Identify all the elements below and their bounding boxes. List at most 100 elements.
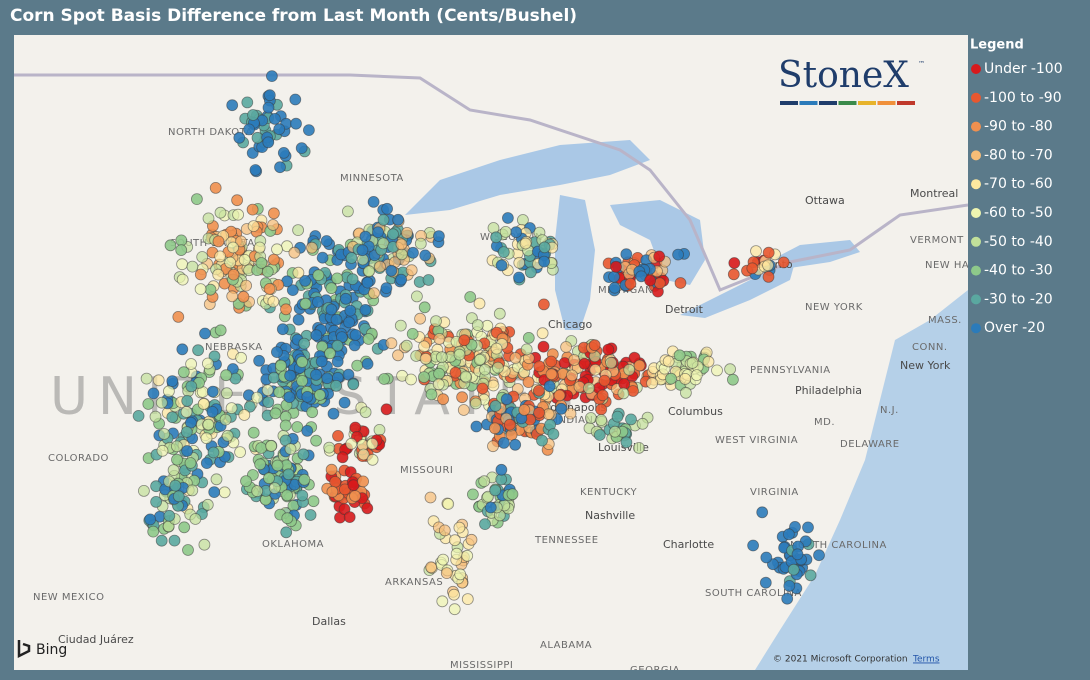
state-label: COLORADO bbox=[48, 453, 109, 464]
map-point bbox=[147, 387, 160, 400]
state-label: MD. bbox=[814, 417, 835, 428]
map-point bbox=[284, 443, 297, 455]
map-point bbox=[495, 259, 508, 272]
map-point bbox=[560, 341, 572, 353]
map-point bbox=[489, 400, 502, 412]
map-point bbox=[336, 451, 349, 464]
map-point bbox=[513, 271, 525, 284]
map-point bbox=[331, 355, 344, 368]
map-point bbox=[359, 303, 372, 316]
state-label: INDIANA bbox=[555, 415, 601, 426]
map-point bbox=[804, 569, 817, 582]
map-point bbox=[377, 213, 390, 226]
terms-link[interactable]: Terms bbox=[912, 655, 940, 665]
map-point bbox=[226, 290, 239, 303]
state-label: KENTUCKY bbox=[580, 487, 637, 498]
map-point bbox=[555, 402, 568, 415]
map-point bbox=[220, 387, 233, 400]
map-point bbox=[280, 303, 292, 316]
map-point bbox=[212, 235, 225, 248]
map-point bbox=[181, 445, 194, 457]
map-point bbox=[392, 213, 405, 226]
map-point bbox=[262, 136, 275, 149]
map-point bbox=[186, 484, 199, 497]
map-point bbox=[493, 307, 506, 320]
map-point bbox=[380, 403, 393, 416]
map-point bbox=[392, 349, 404, 362]
map-point bbox=[263, 472, 275, 485]
map-point bbox=[307, 495, 320, 508]
state-label: ARKANSAS bbox=[385, 577, 443, 588]
map-point bbox=[204, 283, 217, 296]
map-point bbox=[503, 418, 516, 431]
map-point bbox=[564, 407, 577, 420]
map-point bbox=[746, 262, 759, 275]
map-point bbox=[395, 273, 408, 286]
map-point bbox=[361, 357, 374, 370]
map-point bbox=[214, 250, 227, 263]
map-point bbox=[513, 256, 526, 269]
map-point bbox=[162, 385, 175, 398]
map-point bbox=[418, 301, 431, 314]
map-point bbox=[206, 385, 219, 398]
map-point bbox=[387, 228, 399, 241]
map-point bbox=[164, 239, 177, 252]
map-point bbox=[156, 444, 169, 457]
map-point bbox=[646, 377, 658, 390]
map-point bbox=[177, 366, 190, 379]
city-label: Dallas bbox=[312, 615, 346, 628]
logo: StoneX bbox=[778, 55, 909, 96]
state-label: MASS. bbox=[928, 315, 962, 326]
map-point bbox=[155, 534, 168, 547]
legend-title: Legend bbox=[970, 38, 1024, 53]
map-point bbox=[196, 251, 209, 263]
map-point bbox=[180, 406, 193, 418]
map-point bbox=[476, 382, 489, 395]
map-point bbox=[251, 485, 264, 498]
city-label: Nashville bbox=[585, 509, 635, 522]
map-point bbox=[323, 441, 336, 454]
map-point bbox=[702, 355, 715, 368]
map-point bbox=[533, 406, 545, 419]
state-label: MISSOURI bbox=[400, 465, 453, 476]
map-point bbox=[487, 379, 500, 392]
map-point bbox=[608, 270, 620, 283]
map-point bbox=[395, 248, 408, 261]
map-point bbox=[519, 237, 532, 250]
map-point bbox=[454, 568, 467, 581]
map-point bbox=[487, 440, 499, 453]
lake bbox=[405, 140, 650, 215]
map-point bbox=[450, 547, 463, 560]
map-point bbox=[176, 258, 189, 271]
map-point bbox=[545, 368, 558, 381]
map-point bbox=[419, 352, 432, 365]
map-point bbox=[240, 475, 252, 488]
map-point bbox=[172, 490, 185, 503]
map-point bbox=[588, 339, 601, 352]
map-point bbox=[167, 464, 180, 477]
map-point bbox=[206, 405, 219, 418]
map-point bbox=[524, 266, 537, 279]
map-point bbox=[268, 113, 281, 125]
map-point bbox=[457, 404, 470, 416]
state-label: ALABAMA bbox=[540, 640, 592, 651]
map-point bbox=[273, 123, 286, 136]
map-point bbox=[448, 603, 461, 616]
map-point bbox=[247, 109, 259, 121]
map-point bbox=[410, 290, 423, 303]
map-point bbox=[271, 243, 283, 256]
map-point bbox=[338, 396, 351, 409]
legend-swatch bbox=[971, 208, 981, 218]
map-point bbox=[175, 244, 188, 257]
map-point bbox=[568, 354, 581, 366]
logo-bar bbox=[858, 101, 876, 105]
map-point bbox=[406, 327, 419, 340]
map-point bbox=[219, 413, 232, 426]
map-point bbox=[471, 319, 484, 332]
map-point bbox=[201, 498, 214, 511]
map-point bbox=[361, 276, 374, 289]
map-point bbox=[436, 595, 449, 608]
logo-bar bbox=[838, 101, 857, 105]
map-point bbox=[348, 339, 361, 352]
